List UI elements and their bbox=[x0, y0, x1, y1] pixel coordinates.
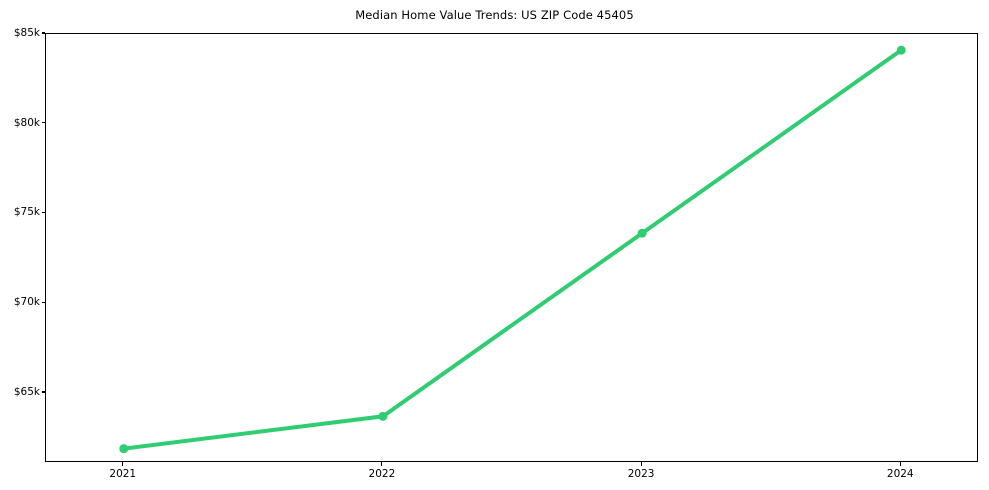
line-series-plot bbox=[119, 45, 906, 454]
data-point-marker bbox=[119, 444, 129, 454]
plot-axes-frame bbox=[45, 33, 978, 462]
x-tick-label: 2022 bbox=[368, 468, 396, 480]
y-tick-label: $80k bbox=[13, 116, 40, 129]
y-axis-tick-labels: $65k $70k $75k $80k $85k bbox=[0, 0, 40, 490]
chart-title: Median Home Value Trends: US ZIP Code 45… bbox=[355, 8, 634, 22]
y-tick-label: $70k bbox=[13, 296, 40, 309]
y-tick-label: $75k bbox=[13, 206, 40, 219]
data-point-marker bbox=[896, 45, 906, 55]
series-line-0 bbox=[121, 48, 904, 451]
x-tick-label: 2021 bbox=[109, 468, 137, 480]
data-point-marker bbox=[378, 411, 388, 421]
x-tick-label: 2023 bbox=[627, 468, 655, 480]
x-tick-label: 2024 bbox=[886, 468, 914, 480]
y-tick-label: $65k bbox=[13, 385, 40, 398]
y-tick-label: $85k bbox=[13, 27, 40, 39]
data-point-marker bbox=[637, 228, 647, 238]
